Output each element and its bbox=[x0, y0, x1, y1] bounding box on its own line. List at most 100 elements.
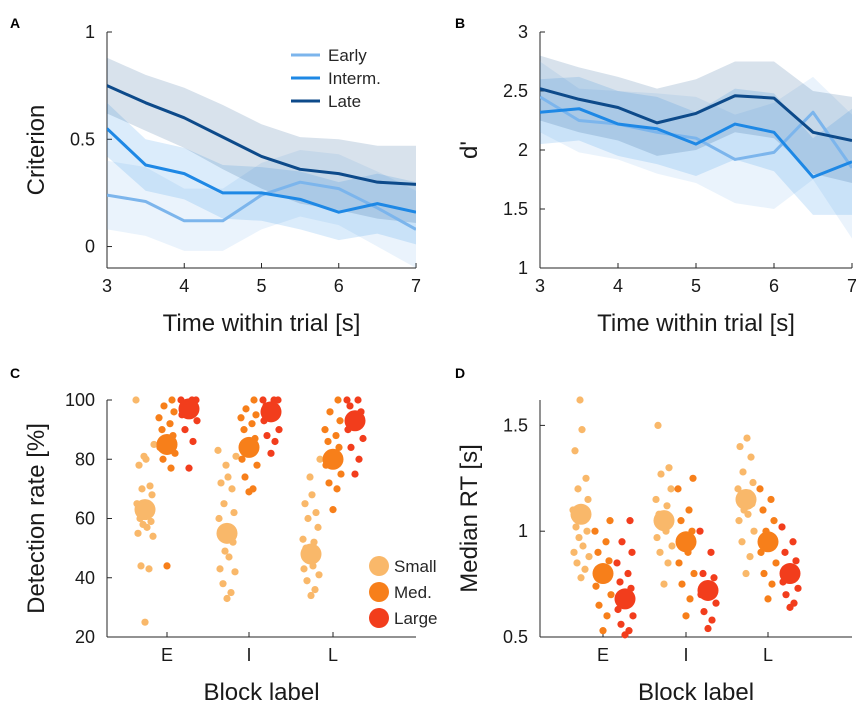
x-axis-label: Time within trial [s] bbox=[163, 310, 361, 337]
data-point-large bbox=[778, 523, 786, 531]
data-point-large bbox=[354, 396, 362, 404]
data-point-small bbox=[149, 532, 157, 540]
data-point-small bbox=[145, 565, 153, 573]
data-point-small bbox=[570, 548, 578, 556]
y-tick-label: 20 bbox=[75, 627, 95, 647]
mean-marker-large bbox=[614, 588, 636, 610]
mean-marker-large bbox=[779, 563, 801, 585]
ci-band-early bbox=[540, 61, 852, 239]
data-point-large bbox=[792, 557, 800, 565]
data-point-large bbox=[782, 591, 790, 599]
data-point-med bbox=[686, 595, 694, 603]
data-point-large bbox=[789, 538, 797, 546]
data-point-large bbox=[346, 402, 354, 410]
data-point-small bbox=[150, 440, 158, 449]
mean-marker-med bbox=[757, 531, 779, 553]
y-tick-label: 1 bbox=[85, 22, 95, 42]
data-point-large bbox=[274, 396, 282, 404]
data-point-med bbox=[764, 595, 772, 603]
data-point-med bbox=[682, 612, 690, 620]
data-point-med bbox=[160, 402, 168, 410]
data-point-large bbox=[275, 426, 283, 434]
data-point-small bbox=[581, 565, 589, 573]
y-tick-label: 0 bbox=[85, 237, 95, 257]
data-point-small bbox=[222, 461, 230, 469]
data-point-small bbox=[656, 548, 664, 556]
data-point-small bbox=[571, 447, 579, 455]
data-point-large bbox=[629, 612, 637, 620]
data-point-large bbox=[624, 569, 632, 578]
data-point-small bbox=[312, 508, 320, 517]
data-point-large bbox=[712, 599, 720, 607]
data-point-med bbox=[595, 601, 603, 609]
data-point-small bbox=[315, 571, 323, 579]
mean-marker-med bbox=[322, 448, 344, 470]
data-point-med bbox=[324, 437, 332, 446]
legend-label: Med. bbox=[394, 583, 432, 602]
panel-label: A bbox=[10, 15, 20, 31]
mean-marker-med bbox=[238, 436, 260, 458]
y-axis-label: Median RT [s] bbox=[456, 444, 483, 593]
panel-c: C 20 40 60 80 100 E I L Block label Detection rate… bbox=[10, 365, 437, 706]
data-point-small bbox=[667, 485, 675, 493]
data-point-small bbox=[311, 586, 319, 594]
data-point-med bbox=[158, 426, 166, 434]
data-point-small bbox=[743, 434, 751, 442]
data-point-small bbox=[223, 594, 231, 603]
x-tick-label: L bbox=[328, 645, 338, 665]
data-point-small bbox=[736, 442, 744, 451]
y-tick-label: 60 bbox=[75, 509, 95, 529]
data-point-large bbox=[699, 569, 707, 578]
y-tick-label: 1.5 bbox=[503, 199, 528, 219]
data-point-small bbox=[665, 464, 673, 472]
data-point-small bbox=[299, 535, 307, 543]
x-tick-label: 4 bbox=[179, 276, 189, 296]
y-tick-label: 100 bbox=[65, 390, 95, 410]
data-point-small bbox=[573, 559, 581, 567]
data-point-small bbox=[134, 529, 142, 537]
data-point-small bbox=[576, 396, 584, 404]
data-point-med bbox=[333, 485, 341, 493]
data-point-med bbox=[606, 517, 614, 525]
series-line-early bbox=[540, 95, 852, 169]
data-point-large bbox=[790, 599, 798, 607]
data-point-large bbox=[708, 616, 716, 624]
mean-marker-large bbox=[344, 410, 366, 432]
panel-label: C bbox=[10, 365, 20, 381]
data-point-med bbox=[238, 455, 246, 463]
data-point-med bbox=[240, 426, 248, 434]
data-point-small bbox=[227, 588, 235, 597]
data-point-med bbox=[237, 414, 245, 422]
data-point-med bbox=[242, 405, 250, 413]
data-point-large bbox=[185, 464, 193, 472]
data-point-large bbox=[359, 434, 367, 443]
data-point-small bbox=[652, 495, 660, 504]
data-point-small bbox=[585, 552, 593, 561]
data-point-large bbox=[781, 548, 789, 556]
data-point-med bbox=[332, 431, 340, 440]
data-point-med bbox=[605, 557, 613, 565]
x-tick-label: L bbox=[763, 645, 773, 665]
legend: Early Interm. Late bbox=[291, 46, 381, 111]
mean-marker-large bbox=[178, 398, 200, 420]
x-tick-label: I bbox=[683, 645, 688, 665]
data-point-large bbox=[343, 396, 351, 404]
legend-marker-med bbox=[369, 582, 389, 602]
data-point-large bbox=[618, 538, 626, 546]
data-point-med bbox=[241, 473, 249, 481]
data-point-med bbox=[253, 461, 261, 469]
mean-marker-large bbox=[697, 579, 719, 601]
data-point-small bbox=[232, 452, 240, 460]
data-point-large bbox=[355, 455, 363, 463]
x-tick-label: 6 bbox=[769, 276, 779, 296]
data-point-med bbox=[599, 627, 607, 635]
data-point-small bbox=[221, 547, 229, 555]
mean-marker-small bbox=[653, 510, 675, 532]
y-axis-label: d' bbox=[456, 141, 483, 159]
data-point-large bbox=[347, 443, 355, 451]
legend-label: Small bbox=[394, 557, 437, 576]
data-point-small bbox=[664, 559, 672, 567]
data-point-large bbox=[181, 426, 189, 434]
data-point-med bbox=[770, 517, 778, 525]
